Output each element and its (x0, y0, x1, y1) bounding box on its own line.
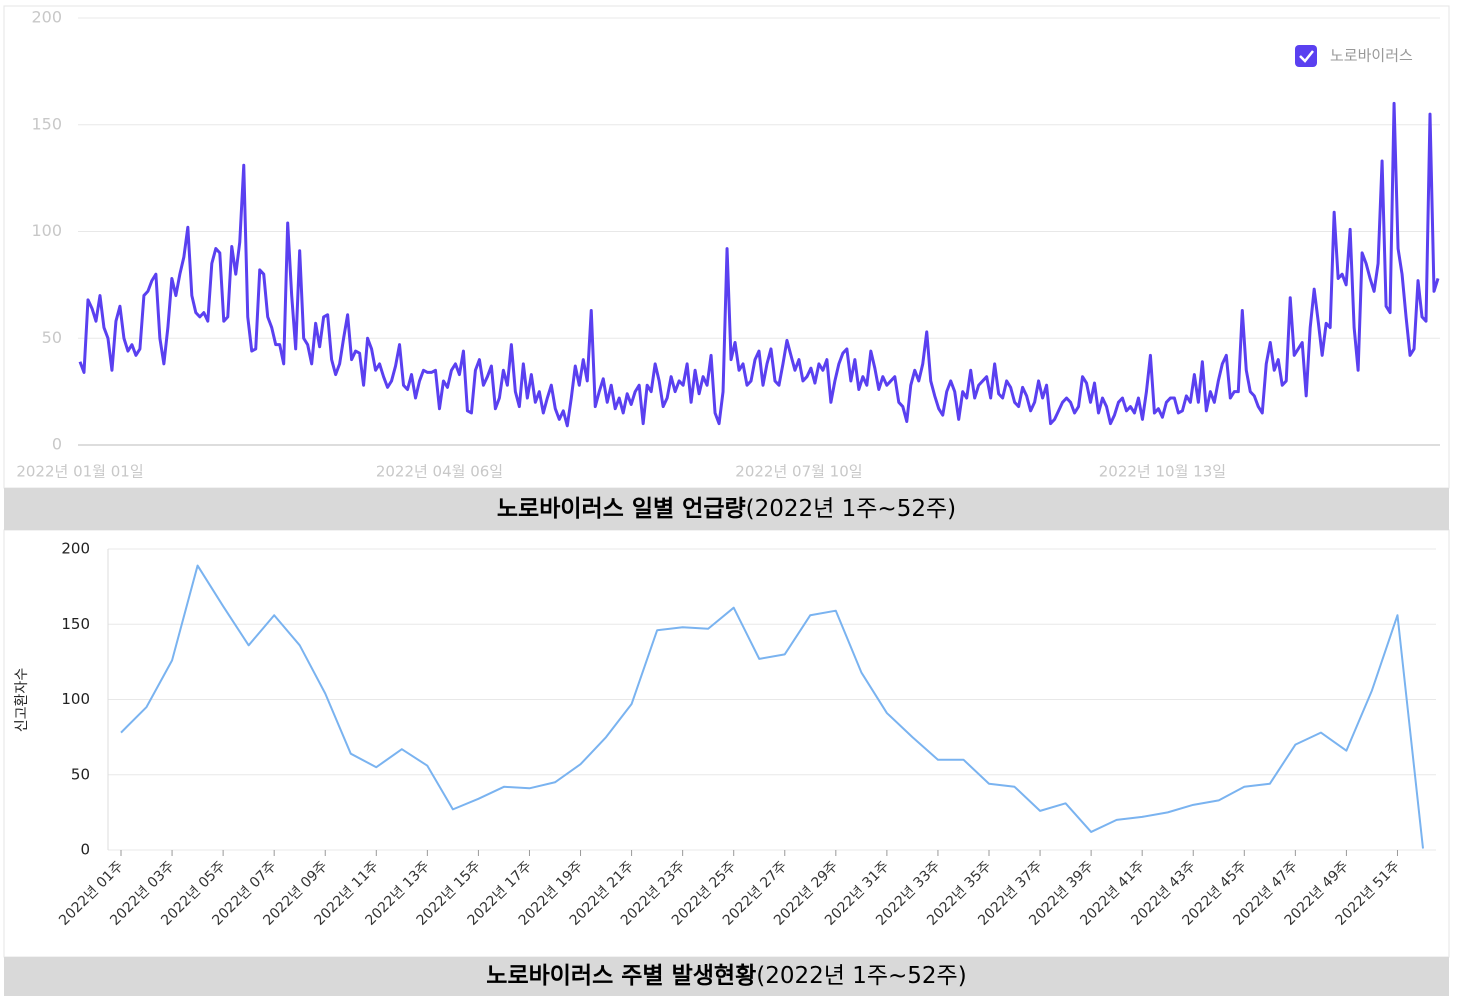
x-tick-label: 2022년 10월 13일 (1099, 463, 1226, 481)
y-tick-label: 50 (42, 328, 62, 347)
caption-rest: (2022년 1주~52주) (756, 963, 967, 989)
y-tick-label: 200 (61, 540, 90, 558)
legend-check (1299, 50, 1314, 63)
y-tick-label: 150 (31, 114, 62, 133)
y-tick-label: 150 (61, 615, 90, 633)
series-line (120, 564, 1424, 849)
x-tick-label: 2022년 07월 10일 (735, 463, 862, 481)
y-tick-label: 100 (61, 690, 90, 708)
panel (3, 529, 1450, 958)
caption: 노로바이러스 일별 언급량(2022년 1주~52주) (4, 488, 1449, 530)
y-axis-label: 신고환자수 (14, 668, 30, 733)
x-tick-label: 2022년 01월 01일 (16, 463, 143, 481)
y-tick-label: 0 (52, 435, 62, 454)
series-line (78, 101, 1440, 428)
caption-bold: 노로바이러스 일별 언급량 (496, 496, 746, 522)
y-tick-label: 0 (80, 841, 90, 859)
y-tick-label: 100 (31, 221, 62, 240)
caption: 노로바이러스 주별 발생현황(2022년 1주~52주) (4, 957, 1449, 996)
panel (3, 5, 1450, 489)
y-tick-label: 200 (31, 8, 62, 27)
legend-swatch (1295, 45, 1317, 67)
x-tick-label: 2022년 04월 06일 (376, 463, 503, 481)
caption-bold: 노로바이러스 주별 발생현황 (486, 963, 757, 989)
legend-label: 노로바이러스 (1330, 47, 1413, 65)
y-tick-label: 50 (71, 765, 90, 783)
caption-rest: (2022년 1주~52주) (745, 496, 957, 522)
